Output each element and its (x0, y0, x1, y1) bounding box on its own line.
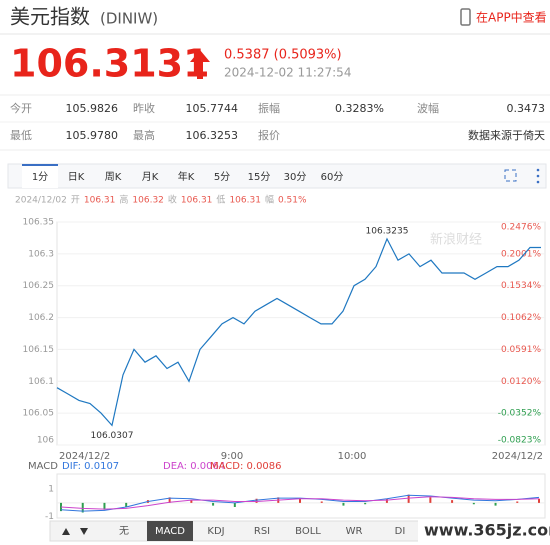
summary-label: 幅 (265, 194, 274, 206)
y-tick-label: 106.2 (28, 313, 54, 323)
summary-value: 106.31 (84, 196, 116, 206)
more-icon[interactable] (536, 168, 540, 184)
summary-value: 0.51% (278, 196, 307, 206)
indicator-tab[interactable]: WR (346, 526, 363, 537)
phone-icon (460, 8, 471, 26)
price: 106.3131 (10, 42, 210, 86)
indicator-tab[interactable]: BOLL (295, 526, 321, 537)
y-tick-label: 106.1 (28, 377, 54, 387)
chart-watermark: 新浪财经 (430, 232, 482, 248)
stat-label: 今开 (10, 101, 32, 115)
macd-title: MACD (28, 461, 58, 472)
watermark-bg (418, 520, 550, 542)
y2-tick-label: -0.0823% (498, 436, 542, 446)
indicator-tab[interactable]: RSI (254, 526, 270, 537)
macd-tick-label: -1 (45, 512, 54, 522)
summary-value: 106.32 (132, 196, 164, 206)
x-tick-label: 10:00 (338, 451, 367, 462)
code: (DINIW) (100, 10, 158, 28)
stat-value: 105.9826 (66, 102, 119, 115)
stat-label: 振幅 (258, 101, 280, 115)
y2-tick-label: -0.0352% (498, 409, 542, 419)
x-tick-label: 2024/12/2 (492, 451, 543, 462)
y-tick-label: 106.05 (23, 409, 55, 419)
macd-tick-label: 1 (48, 485, 54, 495)
indicator-tab[interactable]: 无 (119, 526, 129, 537)
tab[interactable]: 周K (105, 171, 122, 183)
tab[interactable]: 30分 (284, 171, 307, 183)
tab[interactable]: 5分 (214, 171, 230, 183)
tab[interactable]: 60分 (321, 171, 344, 183)
plot-frame (56, 221, 546, 446)
price-line (56, 237, 541, 427)
down-button[interactable] (80, 528, 88, 535)
stat-label: 最高 (133, 128, 155, 142)
up-button[interactable] (62, 528, 70, 535)
summary-date: 2024/12/02 (15, 196, 67, 206)
tab[interactable]: 月K (142, 171, 159, 183)
fullscreen-icon[interactable] (504, 169, 517, 182)
y-tick-label: 106 (37, 436, 54, 446)
macd-line (60, 496, 540, 510)
tab[interactable]: 15分 (248, 171, 271, 183)
up-arrow (190, 50, 210, 79)
macd-readout: DIF: 0.0107 (62, 461, 119, 472)
y-tick-label: 106.15 (23, 345, 55, 355)
stat-value: 0.3473 (507, 102, 546, 115)
x-tick-label: 9:00 (221, 451, 243, 462)
time: 2024-12-02 11:27:54 (224, 66, 351, 80)
y-tick-label: 106.35 (23, 218, 55, 228)
stat-value: 106.3253 (186, 129, 239, 142)
tab[interactable]: 年K (178, 170, 195, 183)
max-label: 106.3235 (366, 226, 409, 236)
indicator-tab[interactable]: KDJ (207, 526, 224, 537)
y2-tick-label: 0.0120% (501, 377, 541, 387)
stat-label: 波幅 (417, 102, 439, 115)
y-tick-label: 106.25 (23, 281, 55, 291)
stat-label: 报价 (258, 128, 280, 142)
x-tick-label: 2024/12/2 (59, 451, 110, 462)
app-link[interactable]: 在APP中查看 (476, 10, 547, 25)
indicator-tab[interactable]: DI (395, 526, 406, 537)
summary-label: 开 (71, 195, 80, 206)
y2-tick-label: 0.1534% (501, 281, 541, 291)
summary-label: 高 (119, 194, 128, 206)
summary-label: 低 (216, 194, 225, 206)
stat-value: 0.3283% (335, 102, 384, 115)
summary-value: 106.31 (229, 196, 261, 206)
macd-readout: MACD: 0.0086 (210, 461, 282, 472)
active-tab (22, 164, 58, 188)
active-indicator (147, 521, 193, 541)
macd-frame (56, 473, 546, 519)
tab[interactable]: 日K (68, 172, 85, 183)
tab-bar (7, 163, 547, 189)
y2-tick-label: 0.0591% (501, 345, 541, 355)
indicator-tab[interactable]: MACD (155, 526, 185, 537)
macd-readout: DEA: 0.0064 (163, 461, 225, 472)
macd-line (60, 494, 540, 512)
stat-label: 昨收 (133, 101, 155, 115)
min-label: 106.0307 (91, 431, 134, 441)
watermark: www.365jz.com (424, 521, 550, 540)
stat-value: 105.7744 (186, 102, 239, 115)
y2-tick-label: 0.2001% (501, 250, 541, 260)
y2-tick-label: 0.1062% (501, 313, 541, 323)
y-tick-label: 106.3 (28, 249, 54, 259)
summary-label: 收 (168, 194, 177, 206)
stat-value: 数据来源于倚天 (468, 128, 545, 142)
title: 美元指数 (10, 5, 90, 29)
stat-label: 最低 (10, 129, 32, 142)
stat-value: 105.9780 (66, 129, 119, 142)
change: 0.5387 (0.5093%) (224, 48, 342, 63)
tab[interactable]: 1分 (32, 171, 48, 183)
summary-value: 106.31 (181, 196, 213, 206)
y2-tick-label: 0.2476% (501, 223, 541, 233)
